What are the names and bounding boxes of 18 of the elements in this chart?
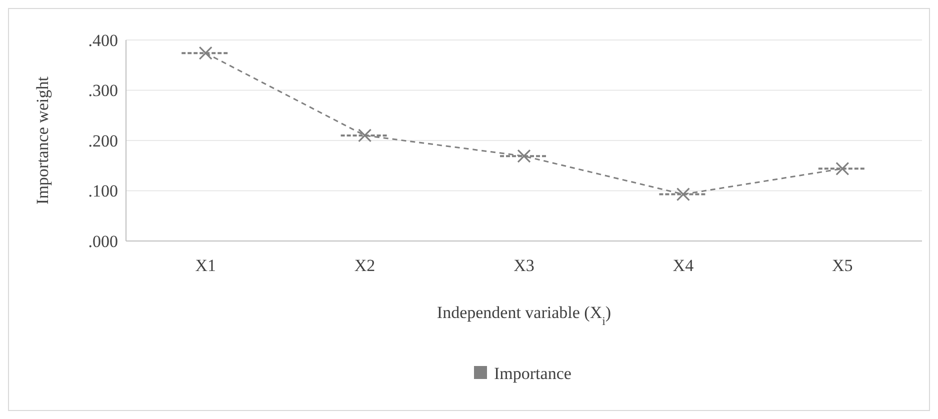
y-axis-title: Importance weight xyxy=(33,76,52,204)
y-tick-label: .000 xyxy=(88,232,118,251)
x-tick-label: X3 xyxy=(514,256,534,275)
point xyxy=(198,46,212,60)
x-tick-label: X2 xyxy=(354,256,376,275)
x-tick-label: X4 xyxy=(672,256,694,275)
legend-label: Importance xyxy=(494,364,572,383)
x-tick-label: X1 xyxy=(195,256,216,275)
y-tick-label: .100 xyxy=(88,182,118,201)
point xyxy=(517,149,531,163)
point xyxy=(836,162,850,176)
x-tick-label: X5 xyxy=(832,256,853,275)
y-tick-label: .400 xyxy=(88,30,118,50)
x-axis-title: Independent variable (X$_{i}$) xyxy=(436,303,612,328)
y-tick-label: .300 xyxy=(88,81,118,100)
point xyxy=(358,128,372,142)
y-tick-label: .200 xyxy=(88,131,118,150)
point xyxy=(676,187,690,202)
